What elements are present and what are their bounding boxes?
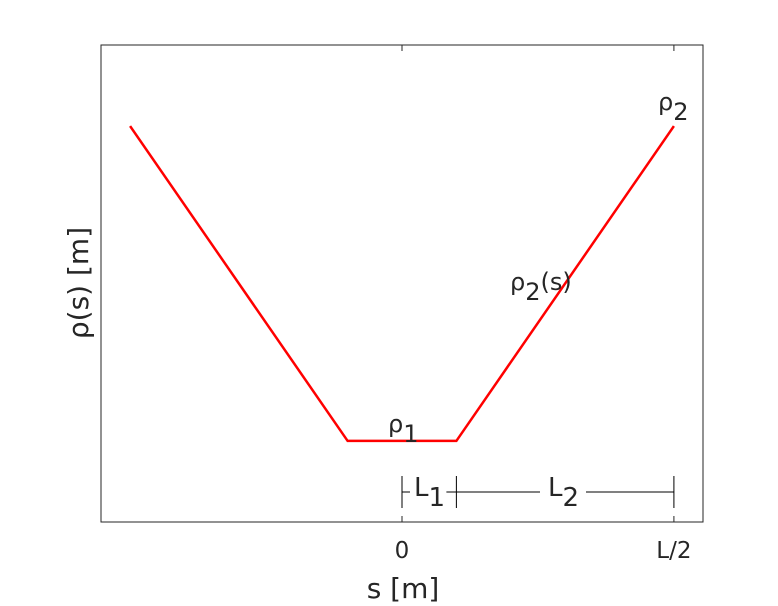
annotation-subscript: 1: [403, 420, 418, 448]
annotation: ρ1: [388, 410, 419, 448]
y-axis-label: ρ(s) [m]: [62, 227, 95, 339]
annotation-subscript: 2: [525, 278, 540, 306]
x-axis-label: s [m]: [367, 572, 440, 605]
annotation-symbol: L: [414, 473, 429, 503]
annotation-symbol: ρ: [510, 268, 525, 296]
x-tick-label: 0: [395, 538, 410, 564]
annotation: ρ2: [658, 88, 689, 126]
annotation: L1: [414, 473, 445, 513]
annotation-symbol: ρ: [388, 410, 403, 438]
data-line: [129, 125, 675, 443]
annotation-subscript: 2: [563, 483, 580, 513]
annotation-subscript: 1: [429, 483, 446, 513]
annotation-symbol: L: [548, 473, 563, 503]
annotation-suffix: (s): [541, 268, 572, 296]
annotation-symbol: ρ: [658, 88, 673, 116]
axes-box: [100, 44, 704, 523]
x-tick-label: L/2: [656, 538, 691, 564]
annotation-subscript: 2: [673, 98, 688, 126]
annotation: L2: [548, 473, 579, 513]
annotation: ρ2(s): [510, 268, 572, 306]
